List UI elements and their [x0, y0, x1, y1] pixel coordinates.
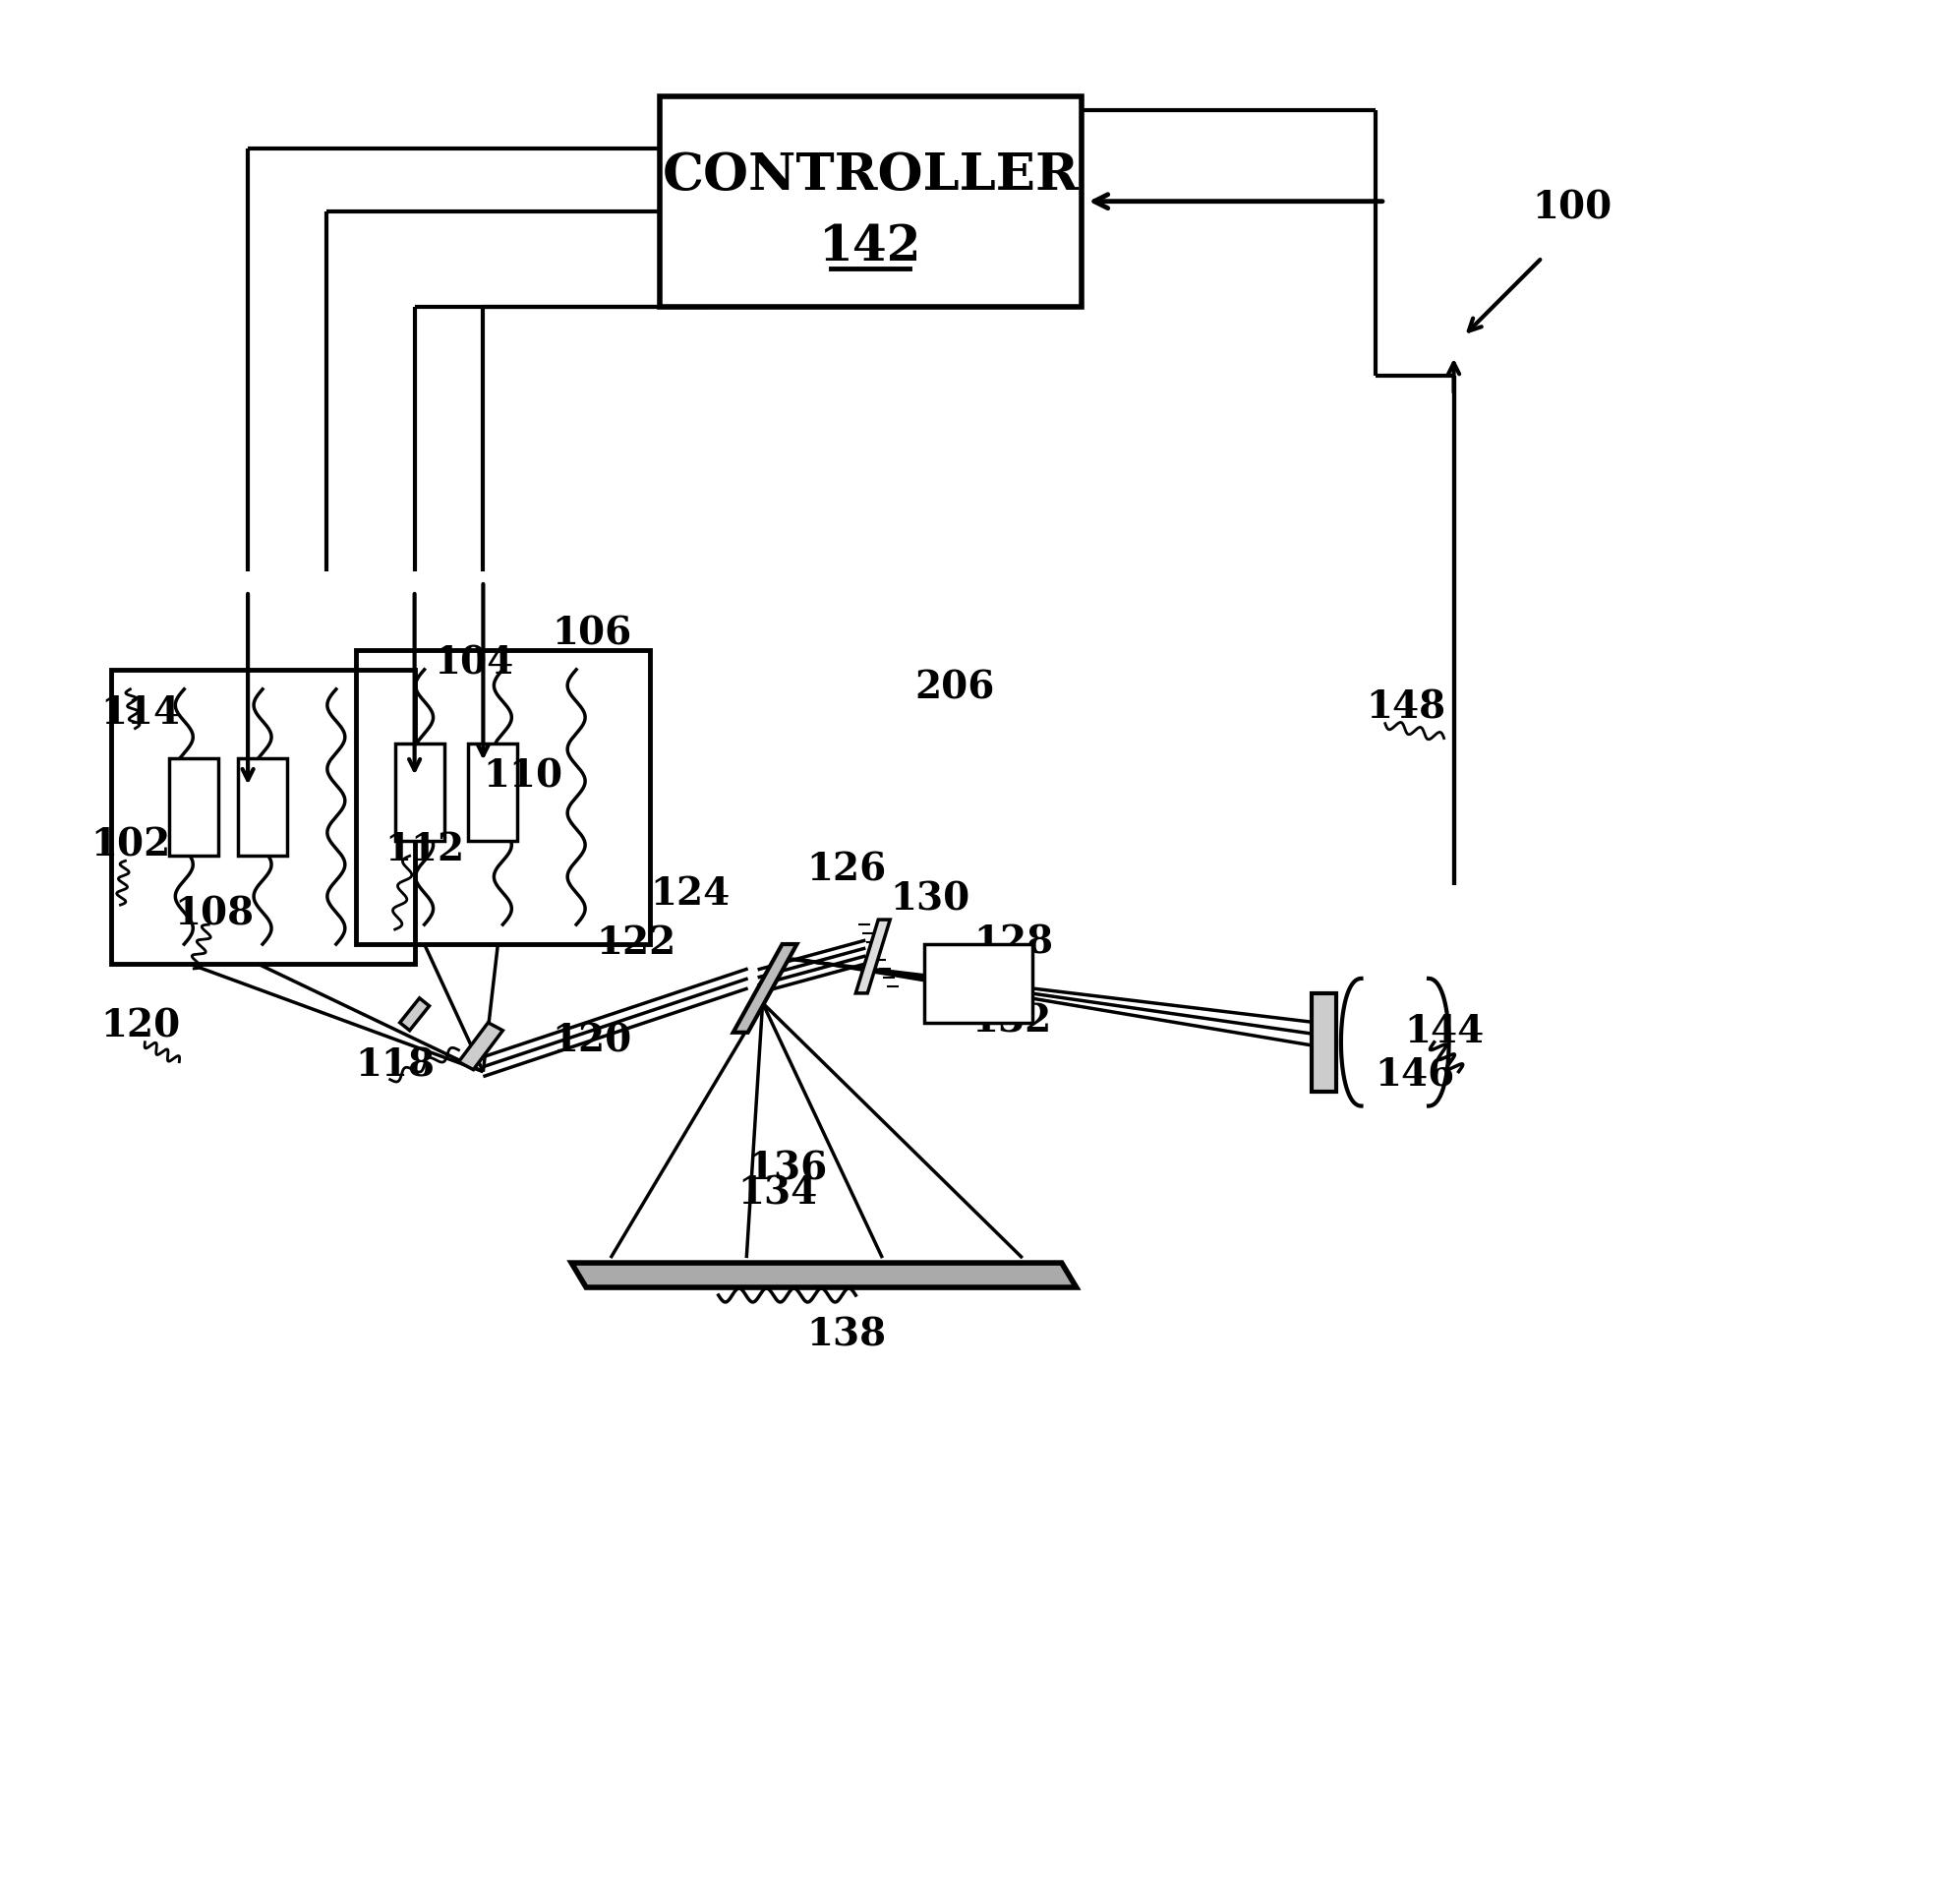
- Text: 144: 144: [1405, 1013, 1484, 1051]
- Polygon shape: [170, 758, 219, 857]
- Text: 112: 112: [385, 832, 464, 868]
- Polygon shape: [733, 944, 797, 1032]
- Text: 110: 110: [484, 758, 563, 796]
- Bar: [925, 944, 1031, 1022]
- Text: 120: 120: [551, 1022, 631, 1061]
- Text: 114: 114: [101, 693, 180, 731]
- Polygon shape: [468, 743, 517, 842]
- Polygon shape: [395, 743, 443, 842]
- Text: 106: 106: [551, 615, 631, 653]
- Text: CONTROLLER: CONTROLLER: [662, 150, 1080, 202]
- Text: 142: 142: [819, 223, 921, 272]
- Polygon shape: [855, 920, 890, 994]
- Text: 206: 206: [915, 670, 995, 706]
- Polygon shape: [238, 758, 286, 857]
- Text: 148: 148: [1366, 689, 1445, 727]
- Text: 124: 124: [650, 876, 729, 912]
- Text: 120: 120: [101, 1007, 180, 1045]
- Polygon shape: [459, 1022, 503, 1070]
- Text: 136: 136: [749, 1150, 828, 1188]
- Polygon shape: [571, 1262, 1076, 1287]
- Polygon shape: [401, 998, 430, 1030]
- Text: 108: 108: [174, 895, 253, 933]
- Text: 138: 138: [807, 1318, 886, 1354]
- Text: 118: 118: [356, 1047, 435, 1085]
- Text: 102: 102: [91, 826, 170, 864]
- Text: 126: 126: [807, 851, 886, 889]
- Text: 104: 104: [433, 645, 515, 682]
- Text: 146: 146: [1376, 1057, 1455, 1095]
- Text: 134: 134: [737, 1175, 819, 1211]
- Polygon shape: [1312, 994, 1337, 1091]
- Text: 100: 100: [1533, 188, 1612, 227]
- Text: 132: 132: [971, 1003, 1051, 1040]
- Text: 130: 130: [890, 880, 969, 918]
- Text: 122: 122: [596, 925, 675, 962]
- Bar: [660, 95, 1082, 307]
- Text: 128: 128: [973, 925, 1053, 962]
